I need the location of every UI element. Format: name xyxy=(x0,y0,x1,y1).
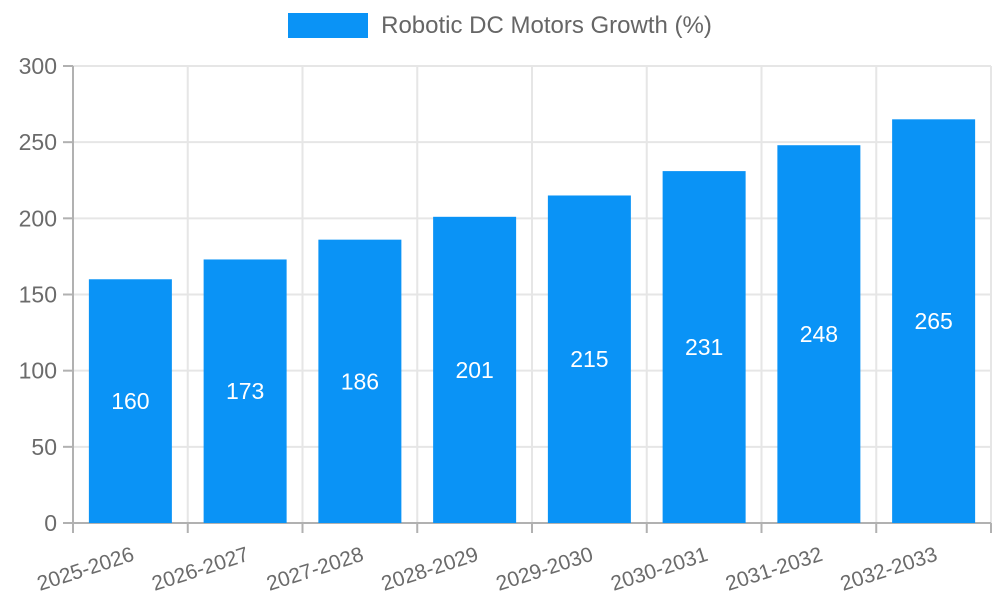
bar-value-label: 231 xyxy=(685,334,723,360)
x-tick-label: 2028-2029 xyxy=(379,543,482,596)
bar[interactable] xyxy=(88,279,172,523)
y-tick-label: 100 xyxy=(19,358,57,384)
y-tick-label: 150 xyxy=(19,282,57,308)
x-tick-label: 2030-2031 xyxy=(608,543,711,596)
legend[interactable]: Robotic DC Motors Growth (%) xyxy=(0,13,1000,38)
y-tick-label: 300 xyxy=(19,53,57,79)
bar-value-label: 160 xyxy=(111,388,149,414)
y-tick-label: 200 xyxy=(19,205,57,231)
x-tick-label: 2031-2032 xyxy=(723,543,826,596)
bar[interactable] xyxy=(777,145,861,524)
x-tick-label: 2032-2033 xyxy=(838,543,941,596)
bar-value-label: 215 xyxy=(570,346,608,372)
y-tick-label: 50 xyxy=(31,434,57,460)
legend-swatch-icon xyxy=(288,13,369,38)
bar-value-label: 201 xyxy=(455,357,493,383)
bar[interactable] xyxy=(433,216,517,523)
x-tick-label: 2025-2026 xyxy=(34,543,137,596)
x-tick-label: 2026-2027 xyxy=(149,543,252,596)
bar-value-label: 173 xyxy=(226,378,264,404)
x-tick-label: 2029-2030 xyxy=(493,543,596,596)
y-tick-label: 250 xyxy=(19,129,57,155)
y-tick-label: 0 xyxy=(44,510,57,536)
bar-value-label: 265 xyxy=(914,308,952,334)
legend-label: Robotic DC Motors Growth (%) xyxy=(381,12,712,39)
x-tick-label: 2027-2028 xyxy=(264,543,367,596)
bar[interactable] xyxy=(662,171,746,524)
bar-value-label: 248 xyxy=(800,321,838,347)
bar-value-label: 186 xyxy=(341,368,379,394)
bar[interactable] xyxy=(547,195,631,523)
bar[interactable] xyxy=(203,259,287,523)
bar[interactable] xyxy=(318,239,402,523)
bar[interactable] xyxy=(892,119,976,524)
